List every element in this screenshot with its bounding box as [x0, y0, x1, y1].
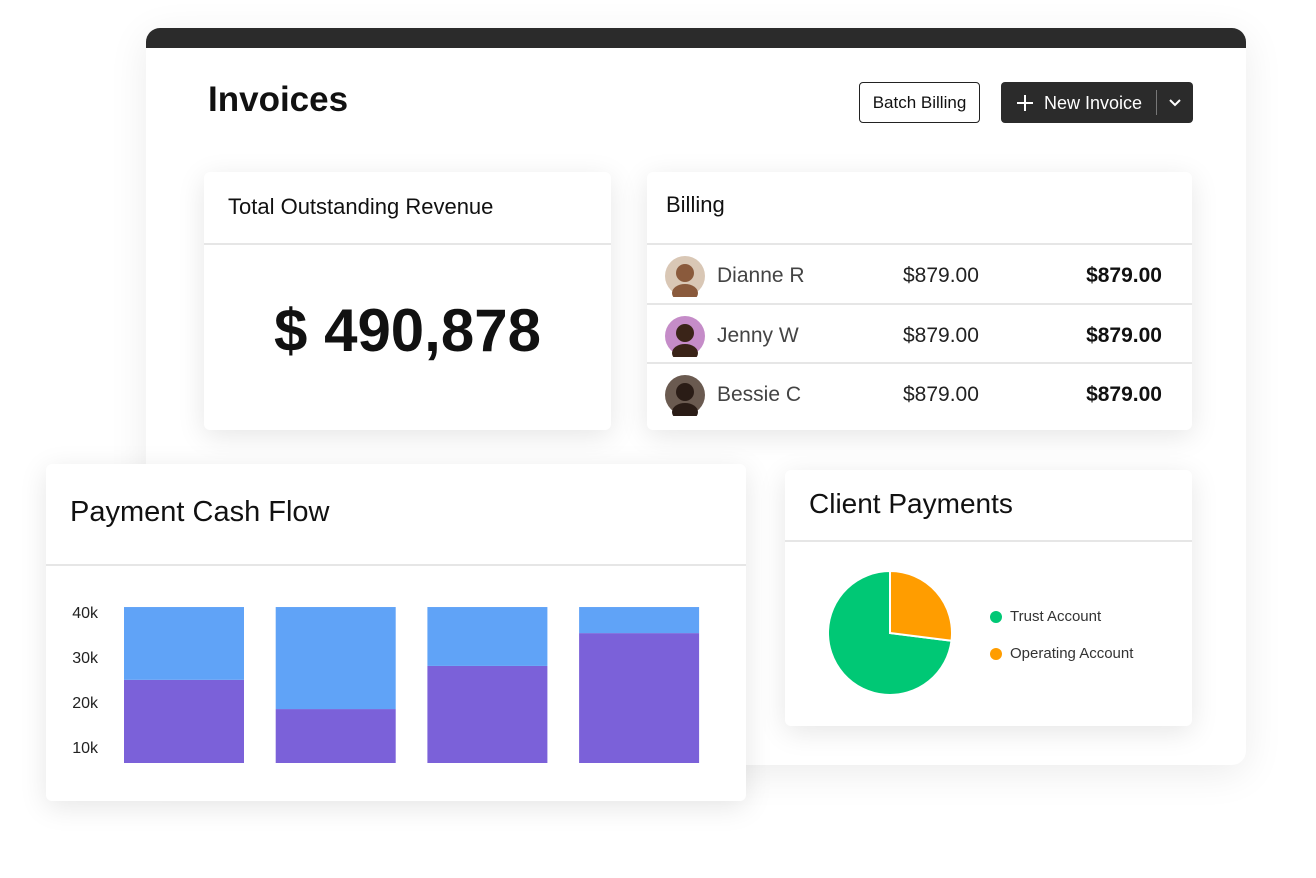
caret-icon[interactable] — [1168, 98, 1182, 108]
avatar-body — [672, 284, 698, 297]
amount-total: $879.00 — [1086, 323, 1162, 347]
pie-slice — [889, 569, 953, 642]
client-name: Dianne R — [717, 264, 805, 287]
bar-segment — [275, 709, 396, 763]
divider — [204, 243, 611, 245]
avatar-body — [672, 403, 698, 416]
avatar-body — [672, 343, 698, 357]
bar-segment — [427, 607, 548, 666]
amount-total: $879.00 — [1086, 264, 1162, 287]
legend-label: Trust Account — [1010, 608, 1102, 625]
bar-chart: 10k 20k 30k 40k — [72, 605, 700, 763]
bar-segment — [427, 665, 548, 763]
legend-dot — [990, 648, 1002, 660]
client-payments-card: Client Payments Trust Account Operating A… — [785, 470, 1192, 726]
y-tick-label: 20k — [72, 695, 99, 712]
avatar — [665, 375, 705, 416]
amount: $879.00 — [903, 383, 979, 406]
window-bar — [146, 28, 1246, 48]
divider — [1156, 90, 1157, 115]
y-tick-label: 10k — [72, 740, 99, 757]
bar-segment — [124, 607, 244, 680]
amount: $879.00 — [903, 323, 979, 347]
avatar — [665, 256, 705, 297]
batch-billing-button[interactable]: Batch Billing — [859, 82, 980, 123]
card-title: Client Payments — [809, 488, 1013, 519]
button-label: Batch Billing — [872, 92, 967, 112]
legend-dot — [990, 611, 1002, 623]
card-title: Payment Cash Flow — [70, 496, 330, 528]
new-invoice-button[interactable]: New Invoice — [1001, 82, 1193, 123]
plus-icon — [1017, 95, 1033, 111]
revenue-value: $ 490,878 — [274, 297, 541, 364]
bar-segment — [579, 607, 700, 634]
card-title: Total Outstanding Revenue — [228, 194, 494, 219]
bar-segment — [275, 607, 396, 710]
cash-flow-card: Payment Cash Flow 10k 20k 30k 40k — [46, 464, 746, 801]
pie-chart: Trust Account Operating Account — [827, 569, 1134, 696]
button-label: New Invoice — [1044, 93, 1143, 113]
divider — [647, 243, 1192, 245]
amount-total: $879.00 — [1086, 383, 1162, 406]
bar-segment — [124, 679, 244, 763]
legend-label: Operating Account — [1010, 645, 1134, 662]
avatar — [665, 315, 705, 357]
amount: $879.00 — [903, 264, 979, 287]
client-name: Bessie C — [717, 383, 802, 406]
divider — [647, 303, 1192, 305]
divider — [785, 540, 1192, 542]
revenue-card: Total Outstanding Revenue $ 490,878 — [204, 172, 611, 430]
y-tick-label: 30k — [72, 650, 99, 667]
avatar-face — [676, 383, 694, 401]
billing-card: Billing Dianne R $879.00 $879.00 Jenny W $87… — [647, 172, 1192, 430]
divider — [647, 362, 1192, 364]
divider — [46, 564, 746, 566]
bar-segment — [579, 633, 700, 763]
client-name: Jenny W — [717, 323, 799, 347]
avatar-face — [676, 323, 694, 342]
y-tick-label: 40k — [72, 605, 99, 622]
card-title: Billing — [666, 192, 725, 217]
avatar-face — [676, 264, 694, 282]
page-title: Invoices — [208, 80, 349, 119]
